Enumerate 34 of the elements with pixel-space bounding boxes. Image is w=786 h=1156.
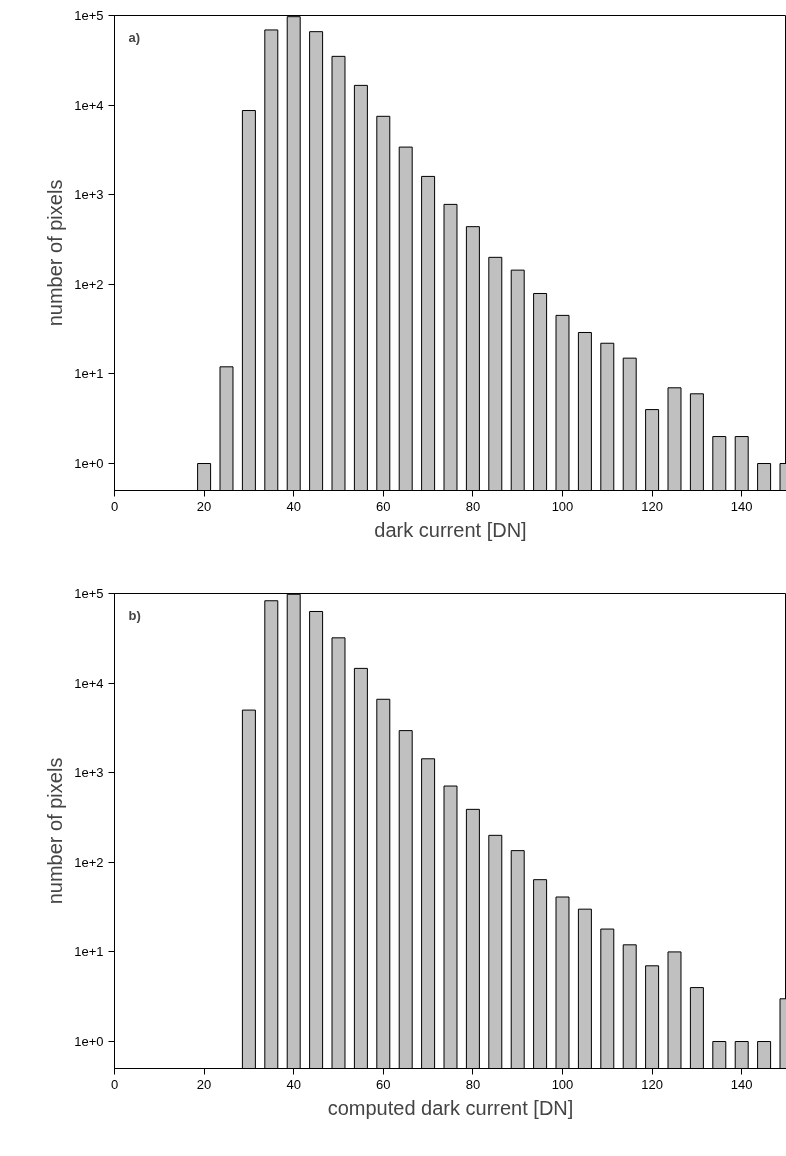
x-tick-label: 40 — [286, 498, 301, 514]
x-axis-title: dark current [DN] — [374, 518, 527, 541]
y-tick-label: 1e+5 — [74, 8, 104, 23]
x-tick-label: 80 — [465, 498, 481, 514]
annotation: a) — [128, 29, 141, 45]
y-tick-label: 1e+2 — [74, 276, 104, 292]
y-tick-label: 1e+2 — [74, 854, 104, 870]
x-axis-title: computed dark current [DN] — [327, 1096, 574, 1119]
x-tick-label: 20 — [196, 1076, 212, 1092]
x-tick-label: 20 — [196, 498, 212, 514]
y-axis-title: number of pixels — [44, 757, 67, 905]
y-tick-label: 1e+0 — [74, 1034, 104, 1050]
y-tick-label: 1e+4 — [74, 675, 104, 691]
y-tick-label: 1e+4 — [74, 97, 104, 113]
x-tick-label: 120 — [641, 1076, 663, 1092]
x-tick-label: 80 — [465, 1076, 481, 1092]
x-tick-label: 100 — [551, 1076, 574, 1092]
annotation: b) — [128, 607, 141, 623]
y-tick-label: 1e+5 — [74, 586, 104, 601]
x-tick-label: 100 — [551, 498, 574, 514]
x-tick-label: 120 — [641, 498, 663, 514]
x-tick-label: 140 — [730, 1076, 753, 1092]
y-tick-label: 1e+1 — [74, 366, 104, 382]
x-tick-label: 0 — [110, 498, 119, 514]
x-tick-label: 140 — [730, 498, 753, 514]
y-axis-title: number of pixels — [44, 179, 67, 327]
x-tick-label: 0 — [110, 1076, 119, 1092]
x-tick-label: 60 — [376, 498, 391, 514]
x-tick-label: 40 — [286, 1076, 301, 1092]
y-tick-label: 1e+3 — [74, 187, 104, 203]
y-tick-label: 1e+3 — [74, 765, 104, 781]
y-tick-label: 1e+0 — [74, 456, 104, 472]
x-tick-label: 60 — [376, 1076, 391, 1092]
y-tick-label: 1e+1 — [74, 944, 104, 960]
